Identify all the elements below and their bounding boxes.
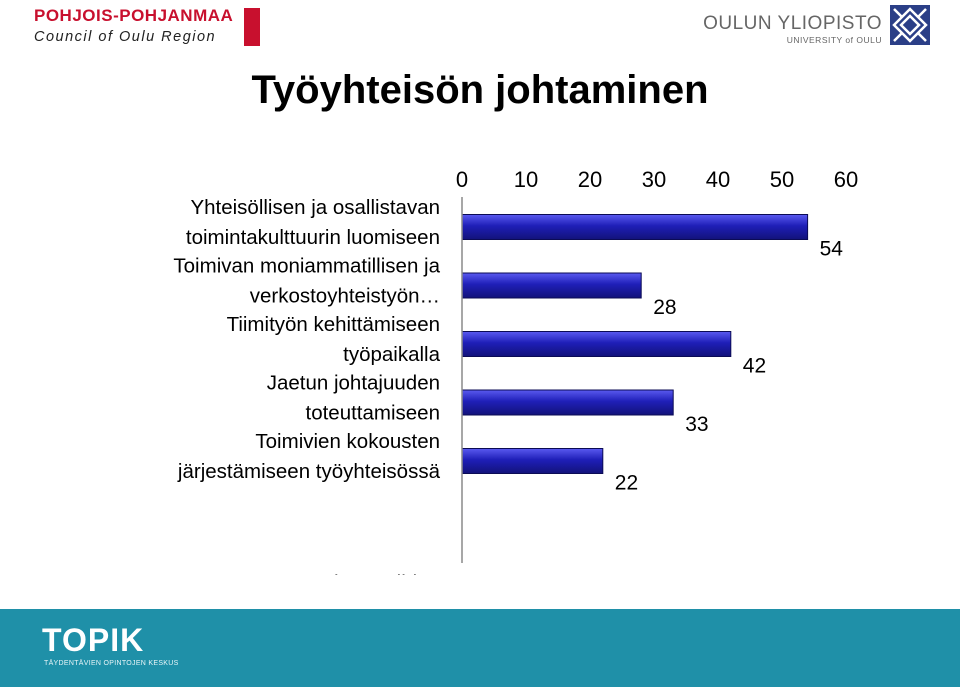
x-tick-label: 20	[578, 167, 602, 192]
category-label: Toimivan moniammatillisen ja verkostoyhte…	[173, 255, 440, 308]
category-label-line: Toimivien kokousten	[255, 430, 440, 453]
data-label: 42	[743, 355, 766, 378]
topik-logo-subtitle: TÄYDENTÄVIEN OPINTOJEN KESKUS	[44, 660, 179, 667]
category-label: Tiimityön kehittämiseen työpaikalla	[227, 313, 441, 366]
x-tick-label: 50	[770, 167, 794, 192]
category-label-line: verkostoyhteistyön…	[250, 285, 440, 308]
category-label-line: järjestämiseen työyhteisössä	[177, 460, 441, 483]
bar	[461, 389, 674, 416]
x-tick-label: 60	[834, 167, 858, 192]
university-logo-english: UNIVERSITY of OULU	[786, 35, 882, 45]
data-label: 0	[474, 572, 486, 576]
topik-logo-text: TOPIK	[42, 622, 144, 658]
bar	[461, 331, 732, 357]
page-title: Työyhteisön johtaminen	[251, 68, 709, 112]
x-tick-label: 10	[514, 167, 538, 192]
bar-chart: 0 10 20 30 40 50 60 Yhteisöllisen ja osallista…	[173, 167, 858, 576]
category-label-line: Yhteisöllisen ja osallistavan	[190, 196, 440, 219]
category-label-line: Jaetun johtajuuden	[267, 372, 440, 395]
bar	[461, 448, 604, 474]
university-emblem-icon	[890, 5, 930, 45]
bar	[461, 272, 642, 299]
university-logo-name: OULUN YLIOPISTO	[703, 13, 882, 34]
category-label: Muuhun; mihin?	[294, 572, 440, 576]
data-label: 54	[820, 238, 844, 261]
university-logo: OULUN YLIOPISTO UNIVERSITY of OULU	[703, 5, 930, 45]
category-label: Toimivien kokousten järjestämiseen työyht…	[177, 430, 441, 483]
x-tick-label: 30	[642, 167, 666, 192]
category-label-line: Muuhun; mihin?	[294, 572, 440, 576]
bar	[461, 214, 809, 240]
council-logo-tagline: Council of Oulu Region	[34, 29, 217, 45]
x-tick-label: 40	[706, 167, 730, 192]
footer-bar: TOPIK TÄYDENTÄVIEN OPINTOJEN KESKUS	[0, 609, 960, 687]
council-logo-bar	[244, 8, 260, 46]
council-logo: POHJOIS-POHJANMAA Council of Oulu Region	[34, 6, 264, 46]
data-label: 22	[615, 472, 638, 495]
data-label: 33	[685, 413, 708, 436]
category-label-line: toimintakulttuurin luomiseen	[186, 226, 440, 249]
topik-logo: TOPIK	[42, 622, 144, 658]
council-logo-name: POHJOIS-POHJANMAA	[34, 6, 234, 25]
category-label-line: Toimivan moniammatillisen ja	[173, 255, 440, 278]
category-label: Jaetun johtajuuden toteuttamiseen	[267, 372, 440, 425]
x-tick-label: 0	[456, 167, 468, 192]
data-label: 28	[653, 296, 676, 319]
category-label: Yhteisöllisen ja osallistavan toimintakul…	[186, 196, 440, 249]
category-label-line: toteuttamiseen	[306, 402, 440, 425]
category-label-line: Tiimityön kehittämiseen	[227, 313, 440, 336]
category-label-line: työpaikalla	[343, 343, 440, 366]
